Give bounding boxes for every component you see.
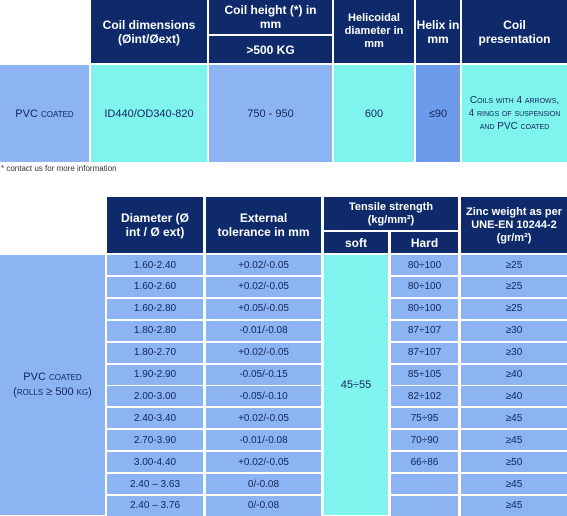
coil-height-cell: 750 - 950 <box>209 65 332 162</box>
hard-cell <box>391 495 458 516</box>
diameter-cell: 1.60-2.40 <box>107 255 203 275</box>
header-external-tolerance: External tolerance in mm <box>206 197 321 253</box>
header-soft: soft <box>324 232 388 253</box>
hard-cell: 75÷95 <box>391 408 458 429</box>
zinc-cell: ≥45 <box>461 408 567 429</box>
header-zinc-weight: Zinc weight as per UNE-EN 10244-2 (gr/m²… <box>461 197 567 253</box>
tolerance-cell: +0.02/-0.05 <box>206 342 321 363</box>
tolerance-cell: -0.01/-0.08 <box>206 320 321 341</box>
footnote: * contact us for more information <box>1 164 117 173</box>
header-coil-height: Coil height (*) in mm <box>209 0 332 34</box>
tolerance-cell: +0.05/-0.05 <box>206 298 321 319</box>
zinc-cell: ≥25 <box>461 276 567 297</box>
coil-dimensions-cell: ID440/OD340-820 <box>91 65 207 162</box>
tolerance-cell: +0.02/-0.05 <box>206 255 321 275</box>
diameter-cell: 3.00-4.40 <box>107 452 203 473</box>
header-hard: Hard <box>391 232 458 253</box>
tolerance-cell: -0.01/-0.08 <box>206 430 321 451</box>
zinc-cell: ≥40 <box>461 364 567 385</box>
diameter-cell: 2.00-3.00 <box>107 386 203 407</box>
header-helix: Helix in mm <box>416 0 460 63</box>
hard-cell: 87÷107 <box>391 342 458 363</box>
tolerance-cell: +0.02/-0.05 <box>206 408 321 429</box>
tolerance-cell: 0/-0.08 <box>206 474 321 494</box>
diameter-cell: 1.80-2.80 <box>107 320 203 341</box>
hard-cell: 66÷86 <box>391 452 458 473</box>
tolerance-cell: -0.05/-0.10 <box>206 386 321 407</box>
hard-cell: 80÷100 <box>391 298 458 319</box>
diameter-cell: 1.90-2.90 <box>107 364 203 385</box>
zinc-cell: ≥50 <box>461 452 567 473</box>
hard-cell: 87÷107 <box>391 320 458 341</box>
diameter-cell: 2.40 – 3.63 <box>107 474 203 494</box>
header-coil-dimensions: Coil dimensions (Øint/Øext) <box>91 0 207 63</box>
zinc-cell: ≥30 <box>461 320 567 341</box>
helix-cell: ≤90 <box>416 65 460 162</box>
header-helicoidal-diameter: Helicoidal diameter in mm <box>334 0 414 63</box>
diameter-cell: 2.40-3.40 <box>107 408 203 429</box>
coil-type-cell: PVC coated <box>0 65 89 162</box>
coil-presentation-cell: Coils with 4 arrows, 4 rings of suspensi… <box>462 65 567 162</box>
helicoidal-diameter-cell: 600 <box>334 65 414 162</box>
hard-cell: 85÷105 <box>391 364 458 385</box>
hard-cell: 82÷102 <box>391 386 458 407</box>
zinc-cell: ≥45 <box>461 430 567 451</box>
tolerance-cell: +0.02/-0.05 <box>206 276 321 297</box>
header-coil-presentation: Coil presentation <box>462 0 567 63</box>
hard-cell <box>391 474 458 494</box>
zinc-cell: ≥40 <box>461 386 567 407</box>
diameter-cell: 1.60-2.80 <box>107 298 203 319</box>
hard-cell: 70÷90 <box>391 430 458 451</box>
diameter-cell: 2.40 – 3.76 <box>107 495 203 516</box>
header-coil-height-sub: >500 KG <box>209 36 332 63</box>
wire-type-cell: PVC coated (rolls ≥ 500 kg) <box>0 255 105 515</box>
zinc-cell: ≥45 <box>461 474 567 494</box>
hard-cell: 80÷100 <box>391 255 458 275</box>
header-diameter: Diameter (Ø int / Ø ext) <box>107 197 203 253</box>
diameter-cell: 2.70-3.90 <box>107 430 203 451</box>
zinc-cell: ≥25 <box>461 298 567 319</box>
hard-cell: 80÷100 <box>391 276 458 297</box>
soft-value-cell: 45÷55 <box>324 255 388 515</box>
tolerance-cell: 0/-0.08 <box>206 495 321 516</box>
zinc-cell: ≥30 <box>461 342 567 363</box>
header-tensile-strength: Tensile strength (kg/mm²) <box>324 197 458 230</box>
tolerance-cell: -0.05/-0.15 <box>206 364 321 385</box>
diameter-cell: 1.80-2.70 <box>107 342 203 363</box>
zinc-cell: ≥25 <box>461 255 567 275</box>
zinc-cell: ≥45 <box>461 495 567 516</box>
tolerance-cell: +0.02/-0.05 <box>206 452 321 473</box>
diameter-cell: 1.60-2.60 <box>107 276 203 297</box>
